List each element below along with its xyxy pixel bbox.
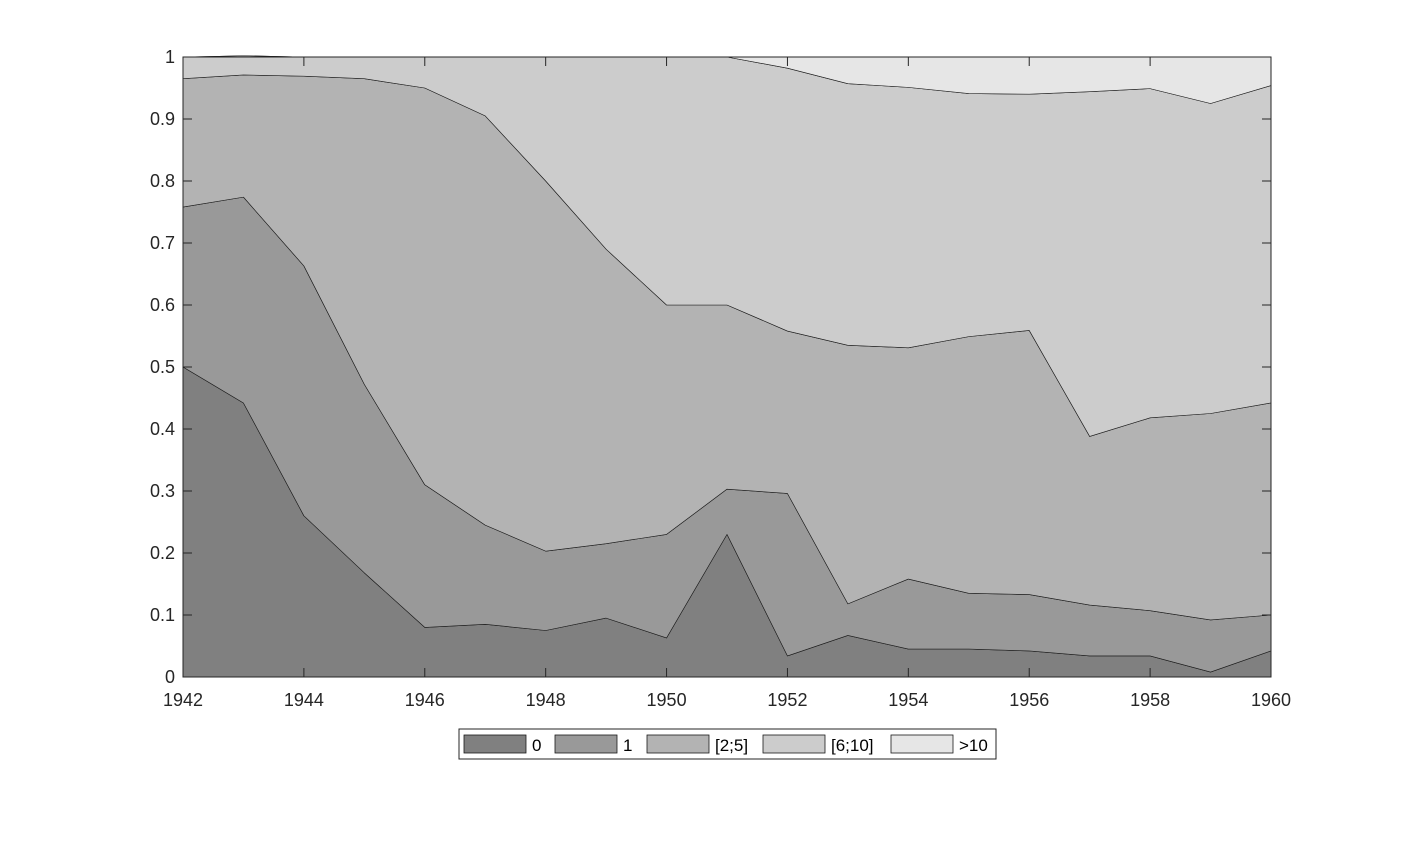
legend-swatch	[762, 734, 826, 754]
legend-swatch	[463, 734, 527, 754]
x-tick-label: 1948	[526, 690, 566, 710]
x-tick-label: 1956	[1009, 690, 1049, 710]
legend: 0 1 [2;5] [6;10] >10	[458, 728, 997, 760]
y-tick-label: 0.8	[150, 171, 175, 191]
y-tick-label: 0.7	[150, 233, 175, 253]
x-tick-label: 1954	[888, 690, 928, 710]
area-layers	[182, 55, 1272, 678]
legend-swatch	[890, 734, 954, 754]
y-tick-label: 0.3	[150, 481, 175, 501]
legend-swatch	[646, 734, 710, 754]
y-tick-label: 1	[165, 47, 175, 67]
y-tick-label: 0.1	[150, 605, 175, 625]
x-tick-label: 1960	[1251, 690, 1291, 710]
x-tick-label: 1958	[1130, 690, 1170, 710]
x-tick-label: 1942	[163, 690, 203, 710]
legend-label: [2;5]	[715, 736, 748, 755]
y-tick-label: 0.2	[150, 543, 175, 563]
y-axis: 0 0.1 0.2 0.3 0.4 0.5 0.6 0.7 0.8 0.9 1	[150, 47, 1271, 687]
x-tick-label: 1952	[767, 690, 807, 710]
y-tick-label: 0.6	[150, 295, 175, 315]
legend-label: 1	[623, 736, 632, 755]
y-tick-label: 0.4	[150, 419, 175, 439]
x-tick-label: 1944	[284, 690, 324, 710]
x-axis: 1942 1944 1946 1948 1950 1952 1954 1956 1958 1960	[163, 57, 1291, 710]
x-tick-label: 1950	[647, 690, 687, 710]
legend-label: >10	[959, 736, 988, 755]
y-tick-label: 0.5	[150, 357, 175, 377]
y-tick-label: 0.9	[150, 109, 175, 129]
legend-label: 0	[532, 736, 541, 755]
y-tick-label: 0	[165, 667, 175, 687]
legend-label: [6;10]	[831, 736, 874, 755]
x-tick-label: 1946	[405, 690, 445, 710]
legend-swatch	[554, 734, 618, 754]
